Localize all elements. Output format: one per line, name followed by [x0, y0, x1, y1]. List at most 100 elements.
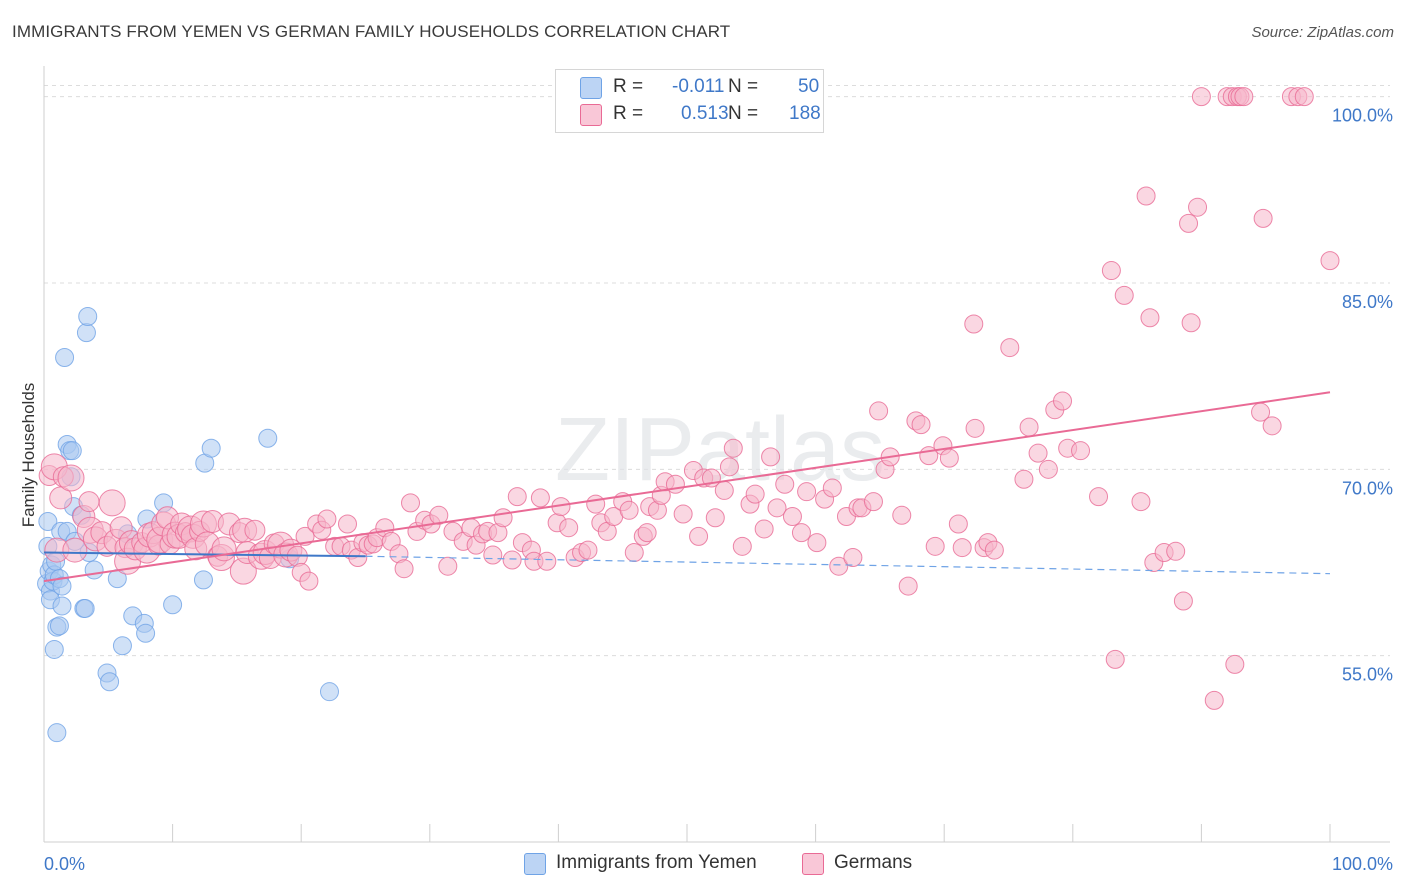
y-tick-labels: 55.0% 70.0% 85.0% 100.0% [1332, 106, 1393, 685]
data-point-germans [1234, 87, 1254, 107]
data-point-germans [1071, 441, 1091, 461]
bottom-legend-label-germans: Germans [834, 852, 913, 873]
legend-r-value: -0.011 [672, 76, 725, 97]
data-point-germans [1191, 87, 1211, 107]
data-point-germans [317, 509, 337, 529]
bottom-legend-swatch-germans [802, 853, 824, 875]
data-point-germans [723, 438, 743, 458]
data-point-germans [619, 500, 639, 520]
data-point-germans [295, 526, 315, 546]
data-point-germans [502, 550, 522, 570]
data-point-germans [530, 488, 550, 508]
data-point-germans [62, 537, 88, 563]
data-point-germans [624, 543, 644, 563]
data-point-germans [394, 559, 414, 579]
data-point-germans [1038, 459, 1058, 479]
data-point-yemen [49, 616, 69, 636]
data-point-germans [1294, 87, 1314, 107]
data-point-yemen [62, 441, 82, 461]
legend-n-label: N = [728, 103, 759, 124]
data-point-yemen [55, 348, 75, 368]
data-point-yemen [52, 596, 72, 616]
data-point-germans [637, 523, 657, 543]
y-tick-label: 85.0% [1342, 292, 1393, 312]
x-tick-label: 100.0% [1332, 854, 1393, 874]
data-point-germans [1320, 251, 1340, 271]
data-point-germans [984, 540, 1004, 560]
data-point-germans [299, 571, 319, 591]
data-point-germans [689, 526, 709, 546]
data-point-germans [438, 556, 458, 576]
data-point-germans [483, 545, 503, 565]
source-label: Source: ZipAtlas.com [1251, 24, 1394, 41]
data-point-yemen [76, 323, 96, 343]
data-point-germans [1173, 591, 1193, 611]
data-point-germans [401, 493, 421, 513]
data-point-yemen [193, 570, 213, 590]
legend-r-label: R = [613, 103, 644, 124]
legend: R = -0.011 N = 50 R = 0.513 N = 188 [555, 69, 824, 133]
data-point-germans [754, 519, 774, 539]
legend-r-value: 0.513 [681, 103, 729, 124]
data-point-germans [1204, 690, 1224, 710]
data-point-yemen [319, 682, 339, 702]
data-point-germans [1114, 285, 1134, 305]
data-point-germans [705, 508, 725, 528]
data-point-yemen [44, 639, 64, 659]
data-point-yemen [78, 307, 98, 327]
chart-title: IMMIGRANTS FROM YEMEN VS GERMAN FAMILY H… [12, 22, 731, 41]
data-point-germans [1179, 213, 1199, 233]
data-point-germans [1131, 492, 1151, 512]
legend-n-value: 50 [798, 76, 820, 97]
data-point-germans [797, 482, 817, 502]
data-point-germans [791, 523, 811, 543]
data-point-germans [1136, 186, 1156, 206]
legend-swatch-germans [580, 104, 602, 126]
data-point-germans [948, 514, 968, 534]
data-point-germans [892, 505, 912, 525]
data-point-germans [925, 536, 945, 556]
data-point-germans [1140, 308, 1160, 328]
data-point-germans [1089, 487, 1109, 507]
data-point-germans [869, 401, 889, 421]
data-point-yemen [38, 511, 58, 531]
data-point-germans [244, 519, 266, 541]
y-tick-label: 55.0% [1342, 665, 1393, 685]
trend-line-yemen-extension [365, 555, 1331, 575]
data-point-germans [745, 484, 765, 504]
data-point-germans [559, 518, 579, 538]
data-point-germans [537, 551, 557, 571]
data-point-yemen [75, 598, 95, 618]
x-tick-label: 0.0% [44, 854, 85, 874]
data-point-germans [493, 508, 513, 528]
data-point-germans [863, 492, 883, 512]
data-point-yemen [84, 560, 104, 580]
data-point-germans [829, 556, 849, 576]
y-tick-label: 70.0% [1342, 478, 1393, 498]
data-point-yemen [163, 595, 183, 615]
trend-lines [43, 391, 1331, 583]
data-point-germans [507, 487, 527, 507]
data-point-germans [843, 548, 863, 568]
data-point-germans [1000, 338, 1020, 358]
data-point-germans [1014, 469, 1034, 489]
data-point-germans [1225, 654, 1245, 674]
data-point-germans [1262, 416, 1282, 436]
data-point-yemen [112, 636, 132, 656]
bottom-legend-swatch-yemen [524, 853, 546, 875]
data-point-germans [782, 507, 802, 527]
data-point-germans [911, 415, 931, 435]
trend-line-yemen [43, 551, 366, 558]
data-point-germans [965, 418, 985, 438]
data-point-germans [714, 480, 734, 500]
data-point-germans [1253, 208, 1273, 228]
data-point-germans [732, 536, 752, 556]
axes [43, 66, 1390, 843]
data-point-germans [807, 533, 827, 553]
data-point-germans [1028, 443, 1048, 463]
data-point-germans [673, 504, 693, 524]
data-point-yemen [136, 623, 156, 643]
data-point-yemen [201, 438, 221, 458]
data-point-germans [1019, 417, 1039, 437]
